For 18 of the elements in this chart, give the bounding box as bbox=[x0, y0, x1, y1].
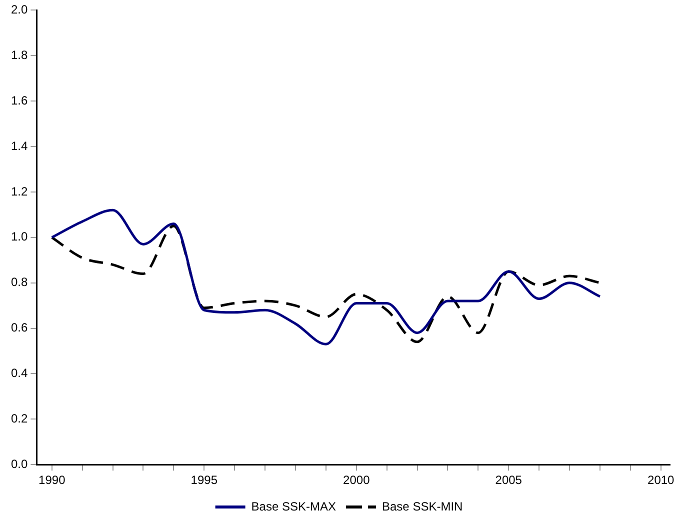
y-tick-label: 1.6 bbox=[10, 93, 28, 108]
y-tick-label: 1.8 bbox=[10, 48, 28, 62]
y-tick-label: 0.0 bbox=[10, 456, 28, 471]
legend-label: Base SSK-MAX bbox=[251, 499, 336, 514]
y-tick-label: 1.2 bbox=[10, 184, 28, 198]
legend-label: Base SSK-MIN bbox=[382, 499, 463, 514]
y-tick-label: 0.2 bbox=[10, 411, 28, 426]
y-tick-label: 0.4 bbox=[10, 366, 28, 380]
x-tick-label: 2000 bbox=[343, 473, 370, 488]
x-tick-label: 1995 bbox=[190, 473, 218, 488]
y-tick-label: 0.8 bbox=[10, 275, 28, 290]
y-tick-label: 1.0 bbox=[10, 230, 28, 244]
y-tick-label: 1.4 bbox=[10, 138, 28, 153]
y-tick-label: 0.6 bbox=[10, 320, 28, 335]
y-tick-label: 2.0 bbox=[10, 2, 28, 17]
x-tick-label: 2005 bbox=[495, 473, 522, 488]
x-tick-label: 2010 bbox=[648, 473, 675, 488]
x-tick-label: 1990 bbox=[38, 473, 66, 488]
